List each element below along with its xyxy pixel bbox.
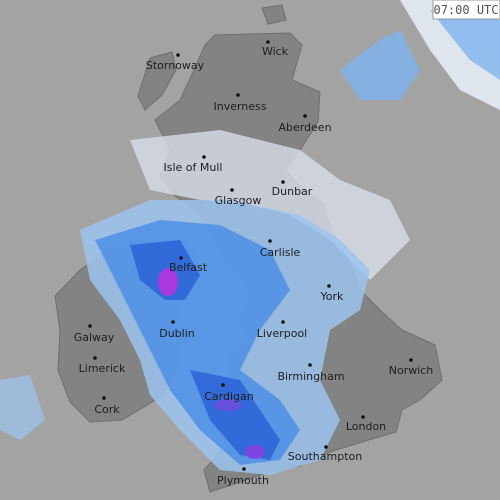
city-label: Liverpool xyxy=(257,327,307,340)
city-label: Birmingham xyxy=(277,370,344,383)
city-labels: Stornoway Wick Inverness Aberdeen Isle o… xyxy=(74,45,434,487)
precipitation xyxy=(0,0,500,475)
rain-sw xyxy=(0,375,45,440)
rain-heavy-south xyxy=(190,370,280,460)
city-dot xyxy=(242,467,246,471)
city-label: Aberdeen xyxy=(278,121,331,134)
city-dot xyxy=(202,155,206,159)
city-dot xyxy=(176,53,180,57)
rain-ne xyxy=(430,10,500,80)
city-dot xyxy=(102,396,106,400)
city-dot xyxy=(93,356,97,360)
city-dot xyxy=(171,320,175,324)
rain-intense xyxy=(158,268,178,296)
city-dot xyxy=(361,415,365,419)
city-dot xyxy=(327,284,331,288)
city-label: Inverness xyxy=(213,100,266,113)
city-label: Limerick xyxy=(79,362,126,375)
city-label: Plymouth xyxy=(217,474,269,487)
city-label: Carlisle xyxy=(260,246,301,259)
city-dot xyxy=(281,320,285,324)
city-label: Glasgow xyxy=(215,194,262,207)
outer-hebrides xyxy=(137,51,177,111)
timestamp-box xyxy=(432,0,500,20)
city-label: Isle of Mull xyxy=(164,161,223,174)
city-dot xyxy=(409,358,413,362)
city-label: Belfast xyxy=(169,261,208,274)
city-dot xyxy=(88,324,92,328)
city-label: Galway xyxy=(74,331,115,344)
city-label: Southampton xyxy=(288,450,362,463)
rain-north-sea xyxy=(340,30,420,100)
city-dot xyxy=(281,180,285,184)
city-label: Stornoway xyxy=(146,59,205,72)
city-label: London xyxy=(346,420,386,433)
city-label: Wick xyxy=(262,45,289,58)
timestamp: 07:00 UTC xyxy=(433,3,498,17)
city-label: Cardigan xyxy=(204,390,254,403)
city-dot xyxy=(308,363,312,367)
city-label: Dunbar xyxy=(272,185,313,198)
city-dot xyxy=(221,383,225,387)
city-dot xyxy=(179,256,183,260)
city-label: Cork xyxy=(94,403,120,416)
city-label: Norwich xyxy=(389,364,434,377)
city-dots xyxy=(88,40,413,471)
city-dot xyxy=(303,114,307,118)
city-dot xyxy=(236,93,240,97)
city-label: Dublin xyxy=(159,327,195,340)
rain-intense-wales xyxy=(214,399,242,411)
city-dot xyxy=(324,445,328,449)
city-dot xyxy=(230,188,234,192)
orkney xyxy=(261,4,287,25)
rain-intense-south xyxy=(245,445,265,459)
city-label: York xyxy=(320,290,345,303)
city-dot xyxy=(266,40,270,44)
city-dot xyxy=(268,239,272,243)
